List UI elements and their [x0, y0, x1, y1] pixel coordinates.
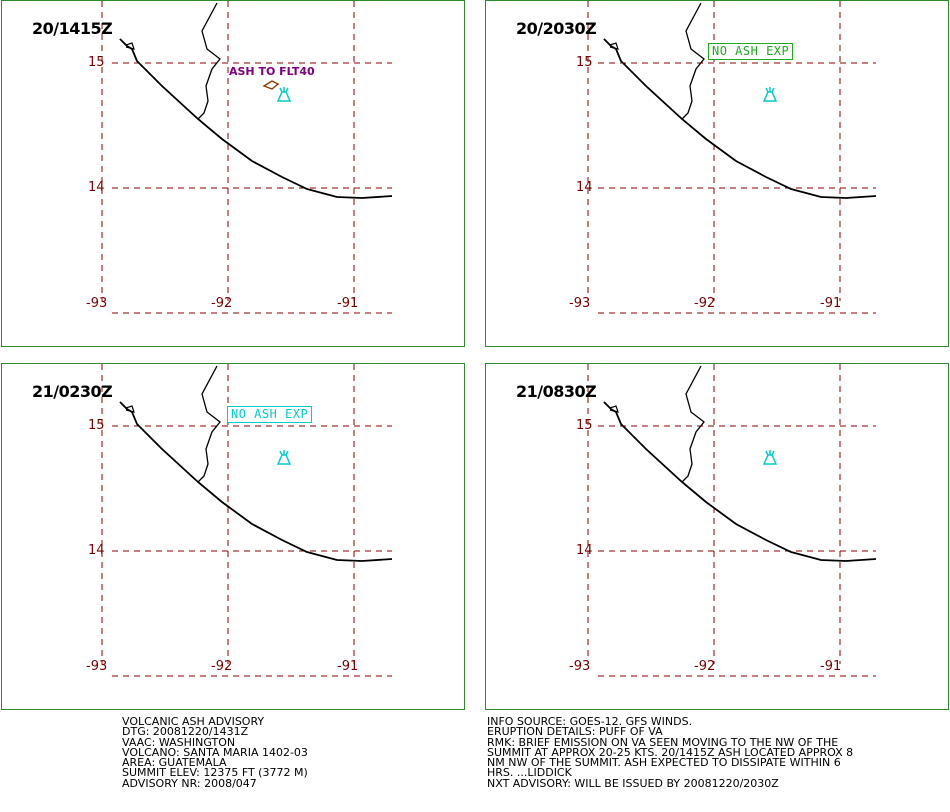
lat-label-14: 14	[88, 180, 105, 195]
lon-label-92: -92	[694, 659, 716, 674]
lat-label-14: 14	[576, 543, 593, 558]
map-canvas	[587, 364, 877, 677]
lon-label-93: -93	[569, 296, 591, 311]
volcano-icon	[762, 450, 778, 465]
map-panel-3: 21/0230Z 15 14 -93 -92 -91 NO ASH EXP	[1, 363, 465, 710]
advisory-left-text: VOLCANIC ASH ADVISORY DTG: 20081220/1431…	[122, 715, 308, 790]
lat-label-15: 15	[576, 418, 593, 433]
no-ash-expected-label: NO ASH EXP	[227, 406, 313, 423]
panel-time-label: 21/0230Z	[32, 382, 113, 401]
advisory-line: DTG: 20081220/1431Z	[122, 725, 249, 739]
volcano-icon	[276, 87, 292, 102]
lon-label-93: -93	[569, 659, 591, 674]
map-panel-2: 20/2030Z 15 14 -93 -92 -91 NO ASH EXP	[485, 0, 949, 347]
advisory-line: ERUPTION DETAILS: PUFF OF VA	[487, 725, 663, 739]
advisory-line: VOLCANIC ASH ADVISORY	[122, 715, 265, 728]
ash-cloud-outline	[262, 80, 280, 90]
advisory-line: HRS. ...LIDDICK	[487, 766, 572, 780]
lon-label-93: -93	[86, 296, 108, 311]
lat-label-15: 15	[88, 418, 105, 433]
advisory-line: RMK: BRIEF EMISSION ON VA SEEN MOVING TO…	[487, 735, 839, 749]
advisory-right-text: INFO SOURCE: GOES-12. GFS WINDS. ERUPTIO…	[487, 715, 854, 790]
border-line	[197, 365, 221, 483]
lat-label-14: 14	[576, 180, 593, 195]
no-ash-expected-label: NO ASH EXP	[708, 43, 794, 60]
advisory-line: INFO SOURCE: GOES-12. GFS WINDS.	[487, 715, 693, 728]
ash-height-label: ASH TO FLT40	[229, 65, 315, 78]
advisory-line: VAAC: WASHINGTON	[122, 735, 236, 749]
border-line	[681, 2, 705, 120]
panel-time-label: 20/2030Z	[516, 19, 597, 38]
lon-label-91: -91	[337, 296, 359, 311]
volcano-icon	[276, 450, 292, 465]
advisory-line: NM NW OF THE SUMMIT. ASH EXPECTED TO DIS…	[487, 756, 841, 770]
volcano-icon	[762, 87, 778, 102]
lon-label-92: -92	[211, 296, 233, 311]
advisory-line: ADVISORY NR: 2008/047	[122, 776, 257, 790]
advisory-line: SUMMIT ELEV: 12375 FT (3772 M)	[122, 766, 308, 780]
map-canvas	[101, 1, 393, 314]
advisory-line: SUMMIT AT APPROX 20-25 KTS. 20/1415Z ASH…	[487, 745, 854, 759]
border-line	[197, 2, 221, 120]
lon-label-91: -91	[820, 296, 842, 311]
lon-label-91: -91	[820, 659, 842, 674]
map-panel-1: 20/1415Z 15 14 -93 -92 -91 ASH TO FLT40	[1, 0, 465, 347]
coastal-hook	[603, 401, 619, 413]
advisory-line: VOLCANO: SANTA MARIA 1402-03	[122, 745, 308, 759]
lat-label-15: 15	[576, 55, 593, 70]
coastal-hook	[119, 401, 135, 413]
lat-label-15: 15	[88, 55, 105, 70]
coastal-hook	[119, 38, 135, 50]
lon-label-92: -92	[211, 659, 233, 674]
panel-time-label: 20/1415Z	[32, 19, 113, 38]
advisory-line: NXT ADVISORY: WILL BE ISSUED BY 20081220…	[487, 776, 779, 790]
advisory-line: AREA: GUATEMALA	[122, 756, 227, 770]
coastal-hook	[603, 38, 619, 50]
lon-label-92: -92	[694, 296, 716, 311]
lat-label-14: 14	[88, 543, 105, 558]
lon-label-93: -93	[86, 659, 108, 674]
map-panel-4: 21/0830Z 15 14 -93 -92 -91	[485, 363, 949, 710]
panel-time-label: 21/0830Z	[516, 382, 597, 401]
border-line	[681, 365, 705, 483]
lon-label-91: -91	[337, 659, 359, 674]
